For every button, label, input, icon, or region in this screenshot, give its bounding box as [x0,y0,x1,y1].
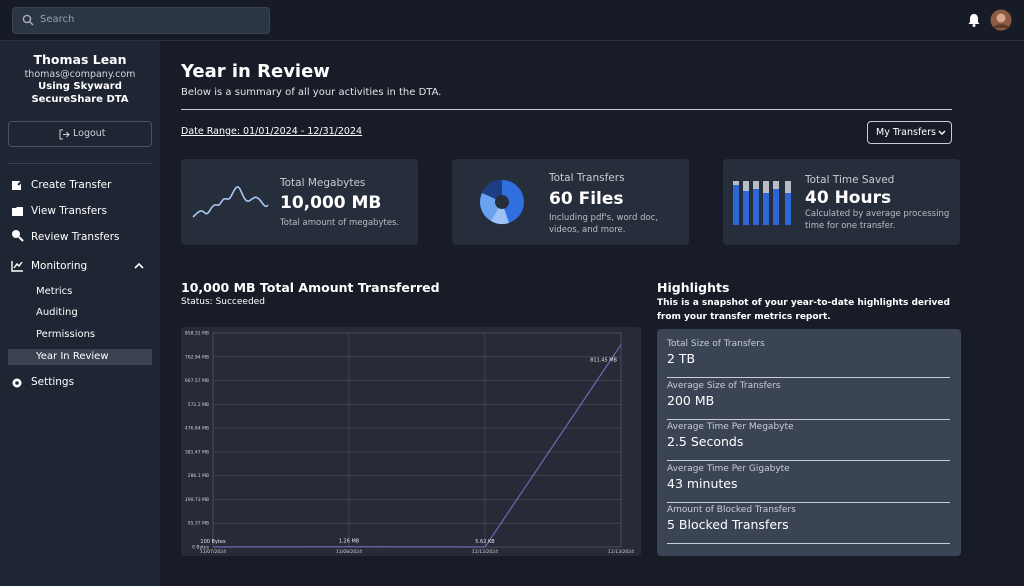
active-highlight [8,349,152,365]
bell-icon[interactable] [966,12,982,28]
highlights-title: Highlights [657,280,730,295]
logout-icon [59,129,70,140]
avatar[interactable] [990,9,1012,31]
divider [8,163,152,164]
filter-label: My Transfers [876,127,936,138]
value-label: 100 Bytes [200,539,226,545]
highlight-value: 200 MB [667,392,715,408]
sub-nav-item-active[interactable]: Year In Review [36,351,109,362]
highlight-rule [667,418,950,420]
highlight-label: Average Time Per Gigabyte [667,463,790,474]
date-range[interactable]: Date Range: 01/01/2024 - 12/31/2024 [181,126,363,137]
nav-item[interactable]: Create Transfer [31,179,112,191]
nav-item[interactable]: View Transfers [31,205,107,217]
search-placeholder: Search [40,14,75,25]
nav-item[interactable]: Monitoring [31,260,88,272]
card-label: Total Megabytes [280,177,366,189]
card-value: 10,000 MB [280,193,382,213]
highlight-value: 5 Blocked Transfers [667,517,789,532]
highlight-rule [667,377,950,378]
stat-card: Total Transfers 60 Files Including pdf's… [452,159,689,245]
value-label: 5.62 KB [475,539,495,545]
search-box[interactable]: Search [12,7,270,34]
logout-label: Logout [73,128,106,139]
chart-title: 10,000 MB Total Amount Transferred [181,280,440,295]
stat-card: Total Megabytes 10,000 MB Total amount o… [181,159,418,245]
highlight-rule [667,543,950,544]
highlight-label: Amount of Blocked Transfers [667,505,796,515]
y-tick-label: 667.57 MB [185,378,209,384]
card-label: Total Transfers [549,172,625,184]
sub-nav-item[interactable]: Metrics [36,286,73,297]
y-tick-label: 858.31 MB [185,331,209,337]
collapse-caret[interactable] [134,262,144,270]
dropdown-caret [938,130,946,135]
user-email: thomas@company.com [24,69,136,80]
nav-item[interactable]: Settings [31,376,75,388]
x-tick-label: 11/12/2024 [472,549,498,555]
value-label: 811.45 MB [590,358,617,364]
page-subtitle: Below is a summary of all your activitie… [181,87,442,98]
y-tick-label: 95.37 MB [188,521,209,527]
rule [181,109,952,110]
y-tick-label: 286.1 MB [188,473,209,479]
filter-dropdown[interactable]: My Transfers [867,121,952,144]
stat-card: Total Time Saved 40 Hours Calculated by … [723,159,960,245]
nav-item[interactable]: Review Transfers [31,231,120,243]
sparkline-icon [192,186,269,218]
highlights-panel: Total Size of Transfers 2 TB Average Size … [657,329,961,556]
pie-icon [480,180,524,225]
value-label: 1.26 MB [339,539,360,545]
card-value: 40 Hours [805,188,892,208]
card-value: 60 Files [549,189,624,209]
card-note: Including pdf's, word doc, videos, and m… [549,213,659,235]
highlight-rule [667,501,950,503]
page-title: Year in Review [181,61,330,82]
chart-status: Status: Succeeded [181,297,265,307]
highlight-value: 2.5 Seconds [667,434,744,449]
y-tick-label: 476.84 MB [185,426,209,432]
plot-frame [212,332,622,548]
y-tick-label: 0 Bytes [192,545,210,551]
logout-button[interactable]: Logout [8,121,152,147]
sub-nav-item[interactable]: Permissions [36,329,96,340]
y-tick-label: 572.2 MB [188,402,209,408]
highlight-value: 2 TB [667,351,696,366]
line-chart: 0 Bytes 95.37 MB 190.73 MB 286.1 MB 381.47 M… [181,327,641,556]
sidebar [0,41,160,586]
highlight-label: Total Size of Transfers [667,339,765,349]
data-line [212,344,622,548]
y-tick-label: 190.73 MB [185,497,209,503]
x-tick-label: 11/13/2024 [608,549,634,555]
sub-nav-item[interactable]: Auditing [36,307,78,318]
y-tick-label: 762.94 MB [185,354,209,360]
card-note: Calculated by average processing time fo… [805,209,950,231]
search-icon [22,14,34,26]
x-tick-label: 11/08/2024 [336,549,362,555]
org-line: Using Skyward [38,81,122,92]
highlight-value: 43 minutes [667,475,738,491]
highlight-label: Average Size of Transfers [667,380,781,391]
highlight-rule [667,460,950,461]
x-tick-label: 11/07/2024 [200,549,226,555]
highlight-label: Average Time Per Megabyte [667,422,794,432]
org-line: SecureShare DTA [31,94,129,105]
bars-icon [733,181,791,225]
card-note: Total amount of megabytes. [280,218,400,228]
user-name: Thomas Lean [33,52,127,67]
nav-icons [11,179,24,388]
y-tick-label: 381.47 MB [185,449,209,455]
highlights-subtitle: This is a snapshot of your year-to-date … [657,298,950,322]
card-label: Total Time Saved [805,174,895,186]
